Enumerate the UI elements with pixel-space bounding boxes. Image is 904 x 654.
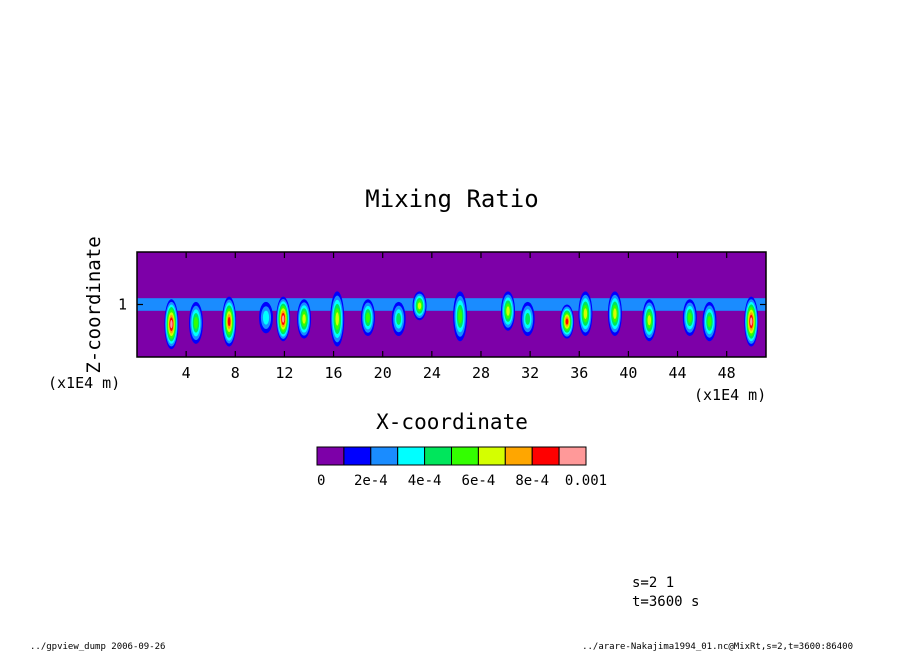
cloud-cell: [520, 301, 535, 336]
cloud-cell: [297, 299, 312, 339]
cloud-cell: [222, 296, 237, 347]
colorbar-tick-label: 0.001: [565, 473, 607, 489]
colorbar-tick-label: 8e-4: [515, 473, 549, 489]
colorbar-swatch: [451, 446, 479, 466]
y-axis-unit: (x1E4 m): [48, 374, 120, 392]
x-tick-label: 24: [423, 364, 441, 382]
chart-title: Mixing Ratio: [365, 185, 538, 213]
x-tick-label: 20: [374, 364, 392, 382]
colorbar-tick-label: 6e-4: [462, 473, 496, 489]
time-annotation: t=3600 s: [632, 594, 699, 610]
cloud-cell: [682, 299, 697, 336]
x-tick-label: 28: [472, 364, 490, 382]
colorbar-swatch: [343, 446, 372, 466]
colorbar-tick-labels: 0 2e-4 4e-4 6e-4 8e-4 0.001: [317, 473, 607, 489]
x-tick-label: 32: [521, 364, 539, 382]
x-tick-label: 4: [182, 364, 191, 382]
cloud-cell: [412, 291, 427, 321]
x-axis-label: X-coordinate: [376, 410, 528, 434]
y-axis-label: Z-coordinate: [83, 236, 105, 373]
x-axis-unit: (x1E4 m): [694, 386, 766, 404]
cloud-cell: [702, 301, 717, 342]
cloud-cell: [276, 296, 291, 342]
cloud-cell: [164, 299, 179, 350]
y-axis-ticks: 1: [118, 296, 766, 314]
colorbar-tick-label: 0: [317, 473, 325, 489]
cloud-cell: [744, 296, 759, 347]
colorbar-swatch: [558, 446, 587, 466]
x-tick-label: 44: [669, 364, 687, 382]
cloud-cell: [578, 291, 593, 336]
cloud-cell: [188, 301, 203, 344]
cloud-cell: [642, 299, 657, 342]
cloud-cell: [607, 291, 622, 336]
y-tick-label: 1: [118, 296, 127, 314]
cloud-cell: [258, 301, 273, 334]
x-tick-label: 12: [275, 364, 293, 382]
cloud-cell: [391, 301, 406, 336]
cloud-cell: [501, 291, 516, 331]
colorbar-swatch: [477, 446, 506, 466]
colorbar-tick-label: 4e-4: [408, 473, 442, 489]
colorbar-swatch: [424, 446, 453, 466]
footer-right: ../arare-Nakajima1994_01.nc@MixRt,s=2,t=…: [582, 642, 853, 652]
cloud-cell: [360, 299, 375, 336]
colorbar-swatch: [531, 446, 560, 466]
heatmap-field: [137, 252, 766, 357]
colorbar-swatch: [370, 446, 399, 466]
cloud-cell: [330, 291, 345, 347]
colorbar-swatch: [397, 446, 426, 466]
cloud-cell: [453, 291, 468, 342]
colorbar-swatch: [316, 446, 345, 466]
cloud-cell: [559, 304, 574, 339]
colorbar-tick-label: 2e-4: [354, 473, 388, 489]
colorbar-swatch: [504, 446, 533, 466]
slice-annotation: s=2 1: [632, 575, 674, 591]
x-axis-ticks: 4 8 12 16 20 24 28 32 36 40 44 48: [182, 252, 736, 382]
x-tick-label: 8: [231, 364, 240, 382]
footer-left: ../gpview_dump 2006-09-26: [30, 642, 165, 652]
x-tick-label: 16: [325, 364, 343, 382]
x-tick-label: 48: [718, 364, 736, 382]
x-tick-label: 36: [570, 364, 588, 382]
colorbar: [316, 446, 587, 466]
x-tick-label: 40: [619, 364, 637, 382]
